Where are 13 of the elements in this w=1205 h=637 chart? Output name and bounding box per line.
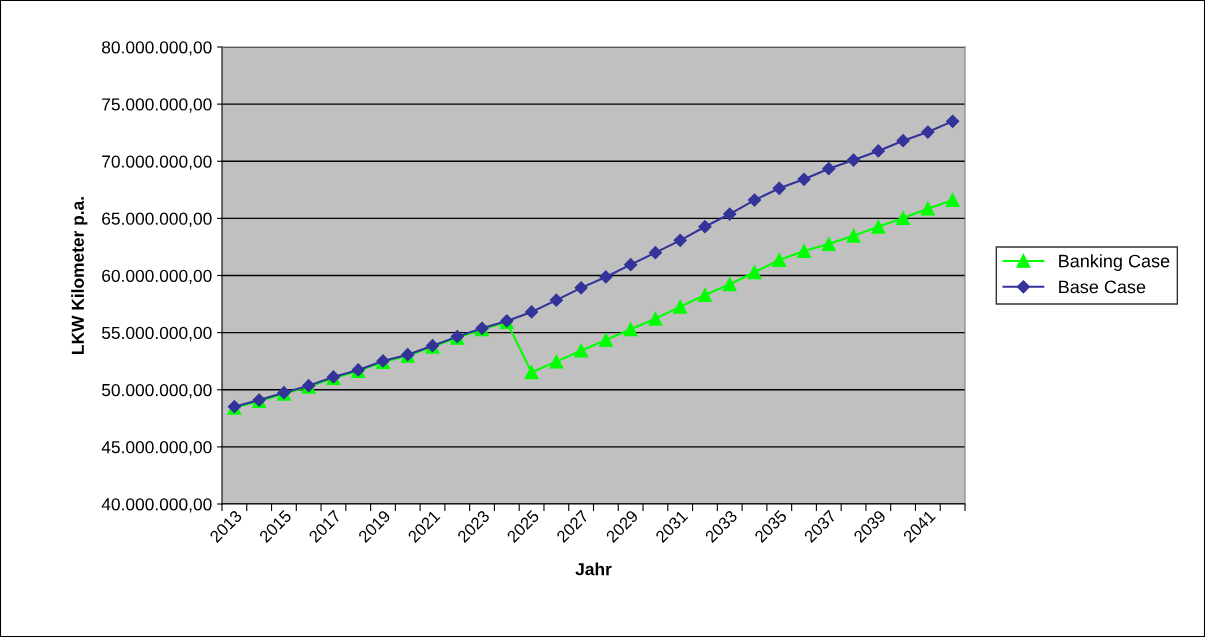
y-tick-label: 40.000.000,00	[101, 498, 212, 513]
y-tick-label: 75.000.000,00	[102, 98, 212, 113]
legend-label: Base Case	[1059, 280, 1146, 294]
y-tick-label: 60.000.000,00	[102, 269, 212, 285]
y-tick-label: 55.000.000,00	[101, 326, 212, 342]
x-axis-title: Jahr	[575, 562, 612, 576]
y-tick-label: 80.000.000,00	[102, 41, 212, 56]
y-tick-label: 70.000.000,00	[102, 155, 212, 170]
y-axis-title: LKW Kilometer p.a.	[71, 197, 88, 354]
y-tick-label: 45.000.000,00	[101, 441, 212, 456]
legend-label: Banking Case	[1059, 254, 1170, 271]
y-tick-label: 65.000.000,00	[102, 212, 212, 227]
y-tick-label: 50.000.000,00	[101, 383, 212, 399]
